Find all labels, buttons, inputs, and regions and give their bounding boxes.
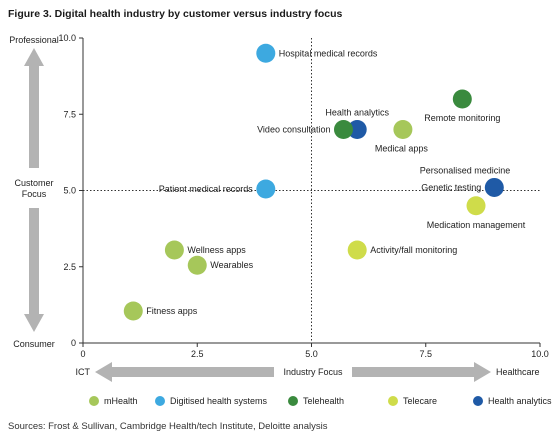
point-label: Genetic testing <box>421 182 481 192</box>
legend-label: mHealth <box>104 396 138 406</box>
data-point <box>347 240 367 260</box>
point-label: Wearables <box>210 260 253 270</box>
data-point <box>123 301 143 321</box>
point-label: Health analytics <box>325 108 389 118</box>
y-tick-label: 2.5 <box>63 262 76 272</box>
point-label: Personalised medicine <box>420 165 511 175</box>
data-point <box>187 255 207 275</box>
source-note: Sources: Frost & Sullivan, Cambridge Hea… <box>8 421 328 432</box>
data-point <box>347 120 367 139</box>
point-label: Fitness apps <box>146 306 198 316</box>
data-point <box>164 240 184 260</box>
x-tick-label: 0 <box>80 349 85 359</box>
point-label: Video consultation <box>257 125 330 135</box>
legend-label: Telecare <box>403 396 437 406</box>
x-tick-label: 2.5 <box>191 349 204 359</box>
legend-marker <box>388 396 398 406</box>
point-label: Remote monitoring <box>424 113 500 123</box>
legend-marker <box>155 396 165 406</box>
point-label: Hospital medical records <box>279 48 378 58</box>
point-label: Activity/fall monitoring <box>370 245 457 255</box>
data-point <box>256 43 276 63</box>
y-tick-label: 7.5 <box>63 109 76 119</box>
consumer-label: Consumer <box>13 339 55 349</box>
data-point <box>256 179 276 199</box>
point-label: Medication management <box>427 220 526 230</box>
y-axis-title-line1: Customer <box>14 178 53 188</box>
point-label: Wellness apps <box>187 245 246 255</box>
x-tick-label: 10.0 <box>531 349 549 359</box>
left-arrow <box>95 362 274 382</box>
ict-label: ICT <box>76 367 91 377</box>
point-label: Patient medical records <box>159 184 254 194</box>
legend-marker <box>89 396 99 406</box>
x-axis-title: Industry Focus <box>283 367 343 377</box>
legend-label: Telehealth <box>303 396 344 406</box>
down-arrow <box>24 208 44 332</box>
y-tick-label: 10.0 <box>58 33 76 43</box>
data-point <box>452 89 472 109</box>
legend-marker <box>288 396 298 406</box>
data-point <box>333 120 353 139</box>
figure-title: Figure 3. Digital health industry by cus… <box>8 8 343 20</box>
up-arrow <box>24 48 44 168</box>
legend-marker <box>473 396 483 406</box>
data-point <box>466 196 486 216</box>
right-arrow <box>352 362 491 382</box>
y-axis-title-line2: Focus <box>22 189 47 199</box>
data-point <box>484 177 504 197</box>
x-tick-label: 5.0 <box>305 349 318 359</box>
y-tick-label: 5.0 <box>63 186 76 196</box>
x-tick-label: 7.5 <box>419 349 432 359</box>
professional-label: Professional <box>9 35 59 45</box>
data-point <box>393 120 413 139</box>
healthcare-label: Healthcare <box>496 367 540 377</box>
legend-label: Digitised health systems <box>170 396 268 406</box>
y-tick-label: 0 <box>71 338 76 348</box>
point-label: Medical apps <box>375 144 429 154</box>
legend-label: Health analytics <box>488 396 552 406</box>
